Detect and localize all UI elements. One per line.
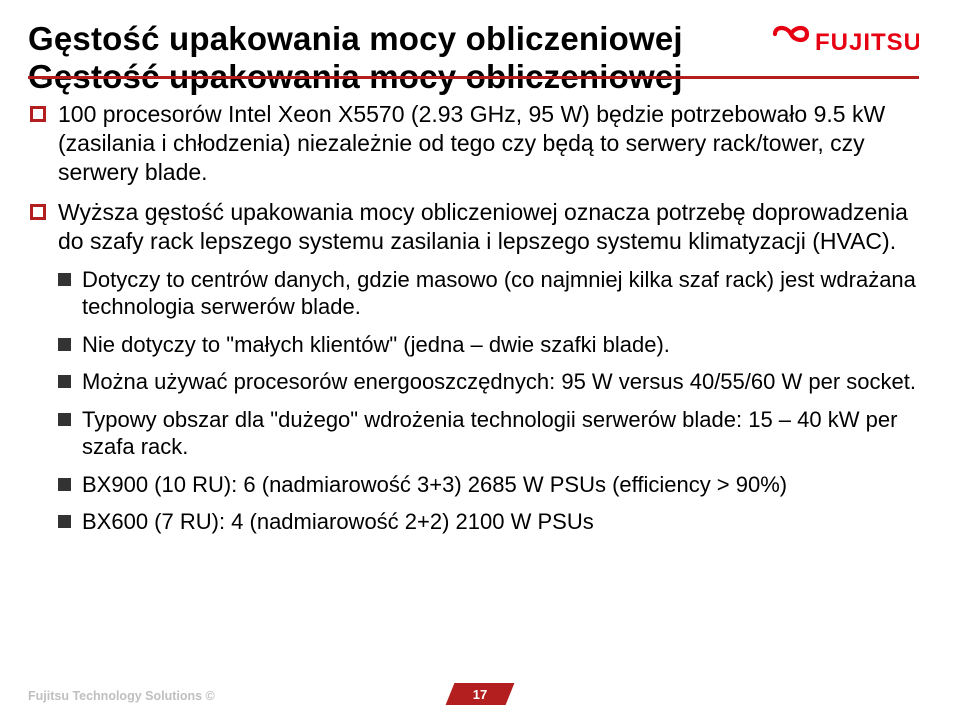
sub-bullet-item: BX600 (7 RU): 4 (nadmiarowość 2+2) 2100 … <box>58 508 917 536</box>
bullet-text: 100 procesorów Intel Xeon X5570 (2.93 GH… <box>58 101 885 185</box>
content-area: 100 procesorów Intel Xeon X5570 (2.93 GH… <box>30 100 917 661</box>
sub-bullet-item: Dotyczy to centrów danych, gdzie masowo … <box>58 266 917 321</box>
sub-bullet-text: BX600 (7 RU): 4 (nadmiarowość 2+2) 2100 … <box>82 509 594 534</box>
slide: Gęstość upakowania mocy obliczeniowej Gę… <box>0 0 959 716</box>
fujitsu-logo: FUJITSU <box>769 22 919 69</box>
title-rule <box>28 76 919 79</box>
fujitsu-logo-text: FUJITSU <box>815 29 919 56</box>
sub-bullet-item: Można używać procesorów energooszczędnyc… <box>58 368 917 396</box>
bullet-text: Wyższa gęstość upakowania mocy obliczeni… <box>58 199 908 254</box>
page-number: 17 <box>472 687 486 702</box>
sub-bullet-item: Nie dotyczy to "małych klientów" (jedna … <box>58 331 917 359</box>
sub-bullet-text: Można używać procesorów energooszczędnyc… <box>82 369 916 394</box>
sub-bullet-list: Dotyczy to centrów danych, gdzie masowo … <box>58 266 917 536</box>
bullet-item: 100 procesorów Intel Xeon X5570 (2.93 GH… <box>30 100 917 186</box>
sub-bullet-text: Typowy obszar dla "dużego" wdrożenia tec… <box>82 407 897 460</box>
footer: Fujitsu Technology Solutions © 17 <box>0 679 959 703</box>
title-row: Gęstość upakowania mocy obliczeniowej Gę… <box>0 20 959 90</box>
sub-bullet-item: Typowy obszar dla "dużego" wdrożenia tec… <box>58 406 917 461</box>
sub-bullet-text: Dotyczy to centrów danych, gdzie masowo … <box>82 267 916 320</box>
slide-title: Gęstość upakowania mocy obliczeniowej Gę… <box>28 20 683 96</box>
slide-title-shadow: Gęstość upakowania mocy obliczeniowej <box>28 20 683 58</box>
sub-bullet-item: BX900 (10 RU): 6 (nadmiarowość 3+3) 2685… <box>58 471 917 499</box>
sub-bullet-text: Nie dotyczy to "małych klientów" (jedna … <box>82 332 670 357</box>
sub-bullet-text: BX900 (10 RU): 6 (nadmiarowość 3+3) 2685… <box>82 472 787 497</box>
footer-copyright: Fujitsu Technology Solutions © <box>28 689 215 703</box>
bullet-list: 100 procesorów Intel Xeon X5570 (2.93 GH… <box>30 100 917 536</box>
bullet-item: Wyższa gęstość upakowania mocy obliczeni… <box>30 198 917 536</box>
page-number-badge: 17 <box>450 683 510 705</box>
